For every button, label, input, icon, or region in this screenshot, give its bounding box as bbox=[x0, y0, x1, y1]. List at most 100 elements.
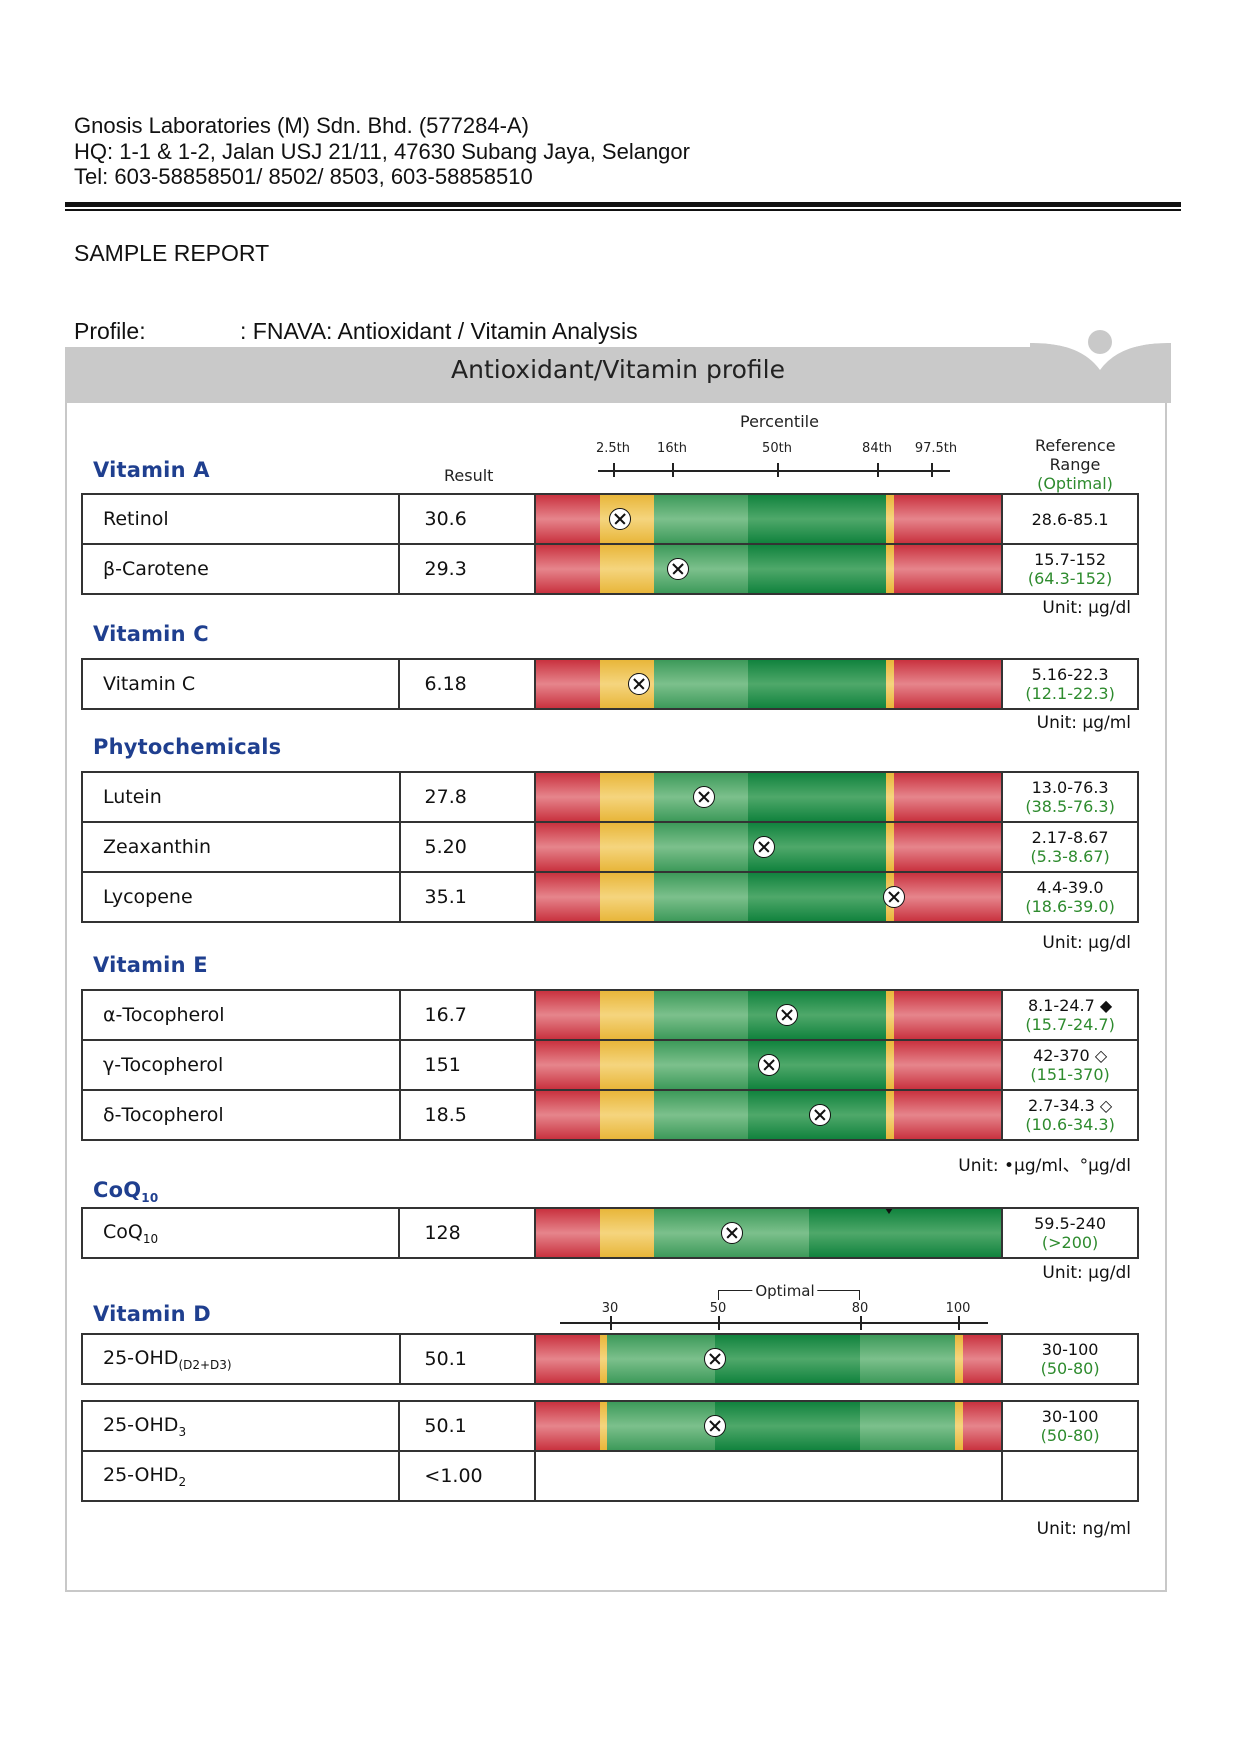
analyte-subscript: (D2+D3) bbox=[178, 1357, 232, 1372]
unit-label: Unit: •μg/ml、°μg/dl bbox=[958, 1156, 1131, 1176]
range-segment bbox=[894, 773, 1002, 821]
section-title-text: Vitamin C bbox=[93, 622, 209, 646]
range-bar bbox=[536, 773, 1002, 821]
analyte-name: 25-OHD bbox=[103, 1413, 179, 1436]
section-table: 25-OHD3 50.1 30-100 (50-80) 25-OHD2 <1.00 bbox=[80, 1400, 1139, 1502]
section-title-text: Vitamin A bbox=[93, 458, 210, 482]
range-segment bbox=[536, 873, 601, 921]
range-segment bbox=[886, 991, 895, 1039]
vitamin-d-tick bbox=[860, 1316, 862, 1330]
analyte-subscript: 3 bbox=[178, 1424, 187, 1439]
range-segment bbox=[536, 1335, 601, 1383]
reference-range-value: 4.4-39.0 bbox=[1036, 878, 1104, 897]
optimal-range-value: (12.1-22.3) bbox=[1025, 684, 1115, 703]
result-value: 151 bbox=[398, 1039, 537, 1091]
result-header: Result bbox=[444, 466, 494, 485]
result-value: 128 bbox=[398, 1207, 537, 1259]
analyte-subscript: 10 bbox=[142, 1231, 159, 1246]
header-rule-thin bbox=[65, 209, 1181, 211]
analyte-name: 25-OHD bbox=[103, 1463, 179, 1486]
range-segment bbox=[894, 823, 1002, 871]
range-segment bbox=[886, 1041, 895, 1089]
reference-range: 59.5-240 (>200) bbox=[1001, 1207, 1139, 1259]
header-rule bbox=[65, 202, 1181, 207]
result-value: 27.8 bbox=[398, 771, 537, 823]
row-name: Retinol bbox=[80, 493, 401, 545]
percentile-bar-cell bbox=[534, 1089, 1004, 1141]
reference-range: 2.17-8.67 (5.3-8.67) bbox=[1001, 821, 1139, 873]
range-segment bbox=[886, 545, 895, 593]
result-marker-icon bbox=[883, 886, 906, 908]
range-segment bbox=[954, 1335, 964, 1383]
percentile-bar-cell bbox=[534, 493, 1004, 545]
profile-label: Profile: bbox=[74, 318, 146, 344]
vitamin-d-scale-line bbox=[560, 1322, 988, 1324]
percentile-tick bbox=[931, 463, 933, 477]
result-marker-icon bbox=[608, 508, 631, 530]
percentile-tick-label: 97.5th bbox=[914, 441, 958, 456]
analyte-name: 25-OHD bbox=[103, 1346, 179, 1369]
lab-address: HQ: 1-1 & 1-2, Jalan USJ 21/11, 47630 Su… bbox=[74, 139, 690, 164]
result-marker-icon bbox=[808, 1104, 831, 1126]
range-segment bbox=[886, 660, 895, 708]
range-segment bbox=[536, 773, 601, 821]
optimal-range-value: (15.7-24.7) bbox=[1025, 1015, 1115, 1034]
range-segment bbox=[808, 1209, 1002, 1257]
row-name: γ-Tocopherol bbox=[81, 1039, 401, 1091]
unit-label: Unit: μg/dl bbox=[1042, 1263, 1131, 1283]
range-segment bbox=[894, 991, 1002, 1039]
range-segment bbox=[600, 773, 655, 821]
banner-logo-icon bbox=[1030, 330, 1171, 403]
range-segment bbox=[963, 1402, 1002, 1450]
reference-range-value: 30-100 bbox=[1041, 1340, 1099, 1359]
reference-range-value: 42-370 ◇ bbox=[1033, 1046, 1108, 1065]
range-bar bbox=[536, 991, 1002, 1039]
percentile-tick bbox=[777, 463, 779, 477]
optimal-range-value: (5.3-8.67) bbox=[1030, 847, 1110, 866]
reference-range-value: 59.5-240 bbox=[1034, 1214, 1107, 1233]
range-segment bbox=[606, 1402, 716, 1450]
reference-range-value: 13.0-76.3 bbox=[1031, 778, 1109, 797]
range-segment bbox=[747, 495, 887, 543]
result-marker-icon bbox=[776, 1004, 799, 1026]
range-segment bbox=[894, 1091, 1002, 1139]
result-value: 35.1 bbox=[398, 871, 537, 923]
unit-label: Unit: μg/dl bbox=[1042, 598, 1131, 618]
result-value: <1.00 bbox=[398, 1450, 537, 1502]
result-marker-icon bbox=[627, 673, 650, 695]
range-segment bbox=[600, 873, 655, 921]
row-name: CoQ10 bbox=[80, 1207, 401, 1259]
range-segment bbox=[600, 1091, 655, 1139]
section-table: CoQ10 128 59.5-240 (>200) bbox=[80, 1207, 1139, 1259]
result-value: 50.1 bbox=[398, 1400, 537, 1452]
percentile-scale-line bbox=[598, 470, 950, 472]
section-title: Vitamin C bbox=[93, 622, 209, 646]
reference-range: 42-370 ◇ (151-370) bbox=[1001, 1039, 1139, 1091]
range-bar bbox=[536, 1402, 1002, 1450]
table-row: 25-OHD3 50.1 30-100 (50-80) bbox=[80, 1400, 1139, 1452]
section-table: Vitamin C 6.18 5.16-22.3 (12.1-22.3) bbox=[80, 658, 1139, 710]
row-name: Lutein bbox=[81, 771, 401, 823]
percentile-tick-label: 2.5th bbox=[595, 441, 631, 456]
table-row: Lycopene 35.1 4.4-39.0 (18.6-39.0) bbox=[81, 871, 1139, 923]
table-row: Zeaxanthin 5.20 2.17-8.67 (5.3-8.67) bbox=[81, 821, 1139, 873]
result-marker-icon bbox=[667, 558, 690, 580]
optimal-range-value: (38.5-76.3) bbox=[1025, 797, 1115, 816]
range-segment bbox=[536, 545, 600, 593]
range-segment bbox=[654, 991, 748, 1039]
table-row: 25-OHD(D2+D3) 50.1 30-100 (50-80) bbox=[81, 1333, 1139, 1385]
row-name: β-Carotene bbox=[80, 543, 401, 595]
reference-range: 30-100 (50-80) bbox=[1001, 1333, 1139, 1385]
reference-range-value: 30-100 bbox=[1041, 1407, 1099, 1426]
percentile-bar-cell bbox=[534, 1400, 1004, 1452]
vitamin-d-tick-label: 50 bbox=[709, 1301, 727, 1316]
profile-value: : FNAVA: Antioxidant / Vitamin Analysis bbox=[240, 318, 638, 344]
analyte-name: β-Carotene bbox=[103, 558, 209, 580]
range-segment bbox=[536, 1209, 600, 1257]
optimal-range-value: (>200) bbox=[1041, 1233, 1099, 1252]
percentile-tick-label: 84th bbox=[862, 441, 892, 456]
reference-range: 28.6-85.1 bbox=[1001, 493, 1139, 545]
vitamin-d-tick-label: 30 bbox=[601, 1301, 619, 1316]
range-segment bbox=[600, 991, 655, 1039]
table-row: CoQ10 128 59.5-240 (>200) bbox=[80, 1207, 1139, 1259]
